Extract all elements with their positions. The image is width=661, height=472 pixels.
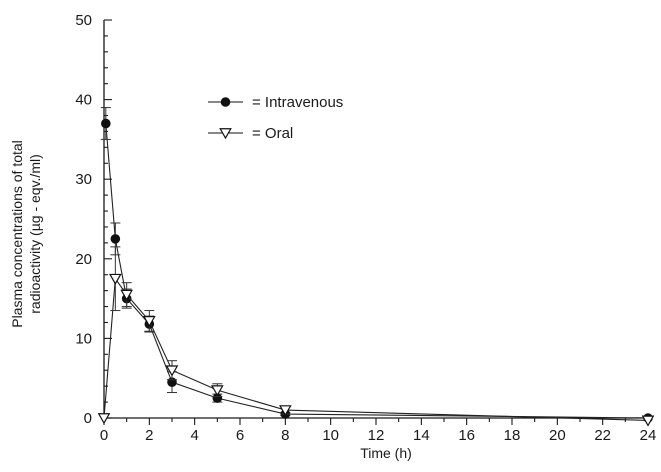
y-axis-label: Plasma concentrations of total radioacti…: [9, 140, 43, 328]
series-line: [103, 277, 649, 421]
legend-label: = Oral: [252, 125, 293, 142]
data-point: [120, 289, 134, 301]
series-oral: [97, 246, 655, 427]
y-axis-label-line-1: Plasma concentrations of total: [9, 140, 25, 328]
data-point: [108, 273, 122, 285]
x-tick-label: 16: [458, 427, 475, 444]
legend-item-intravenous: = Intravenous: [208, 94, 343, 111]
y-axis-label-line-2: radioactivity (µg - eqv./ml): [27, 154, 43, 314]
data-point: [97, 413, 111, 425]
y-tick-label: 40: [75, 92, 92, 109]
x-tick-label: 24: [640, 427, 657, 444]
x-tick-label: 2: [145, 427, 153, 444]
y-tick-label: 30: [75, 171, 92, 188]
series-layer: [97, 107, 655, 427]
y-tick-label: 20: [75, 251, 92, 268]
data-point: [101, 118, 111, 129]
x-tick-label: 10: [322, 427, 339, 444]
y-tick-label: 50: [75, 12, 92, 29]
legend-item-oral: = Oral: [208, 125, 293, 142]
x-tick-label: 14: [413, 427, 430, 444]
data-point: [210, 385, 224, 397]
x-tick-label: 18: [504, 427, 521, 444]
y-tick-label: 0: [84, 410, 92, 427]
data-point: [641, 415, 655, 427]
legend-label: = Intravenous: [252, 94, 343, 111]
x-tick-label: 12: [368, 427, 385, 444]
data-point: [165, 365, 179, 377]
data-point: [110, 234, 121, 244]
x-tick-label: 0: [100, 427, 108, 444]
x-tick-label: 22: [594, 427, 611, 444]
y-tick-label: 10: [75, 330, 92, 347]
x-tick-label: 8: [281, 427, 289, 444]
x-tick-label: 4: [190, 427, 198, 444]
x-axis-label: Time (h): [360, 445, 412, 461]
x-tick-label: 20: [549, 427, 566, 444]
series-line: [105, 123, 649, 419]
data-point: [142, 316, 156, 328]
legend-marker: [219, 128, 232, 140]
x-tick-label: 6: [236, 427, 244, 444]
legend-marker: [220, 97, 231, 107]
legend: = Intravenous = Oral: [208, 94, 343, 142]
data-point: [278, 405, 292, 417]
